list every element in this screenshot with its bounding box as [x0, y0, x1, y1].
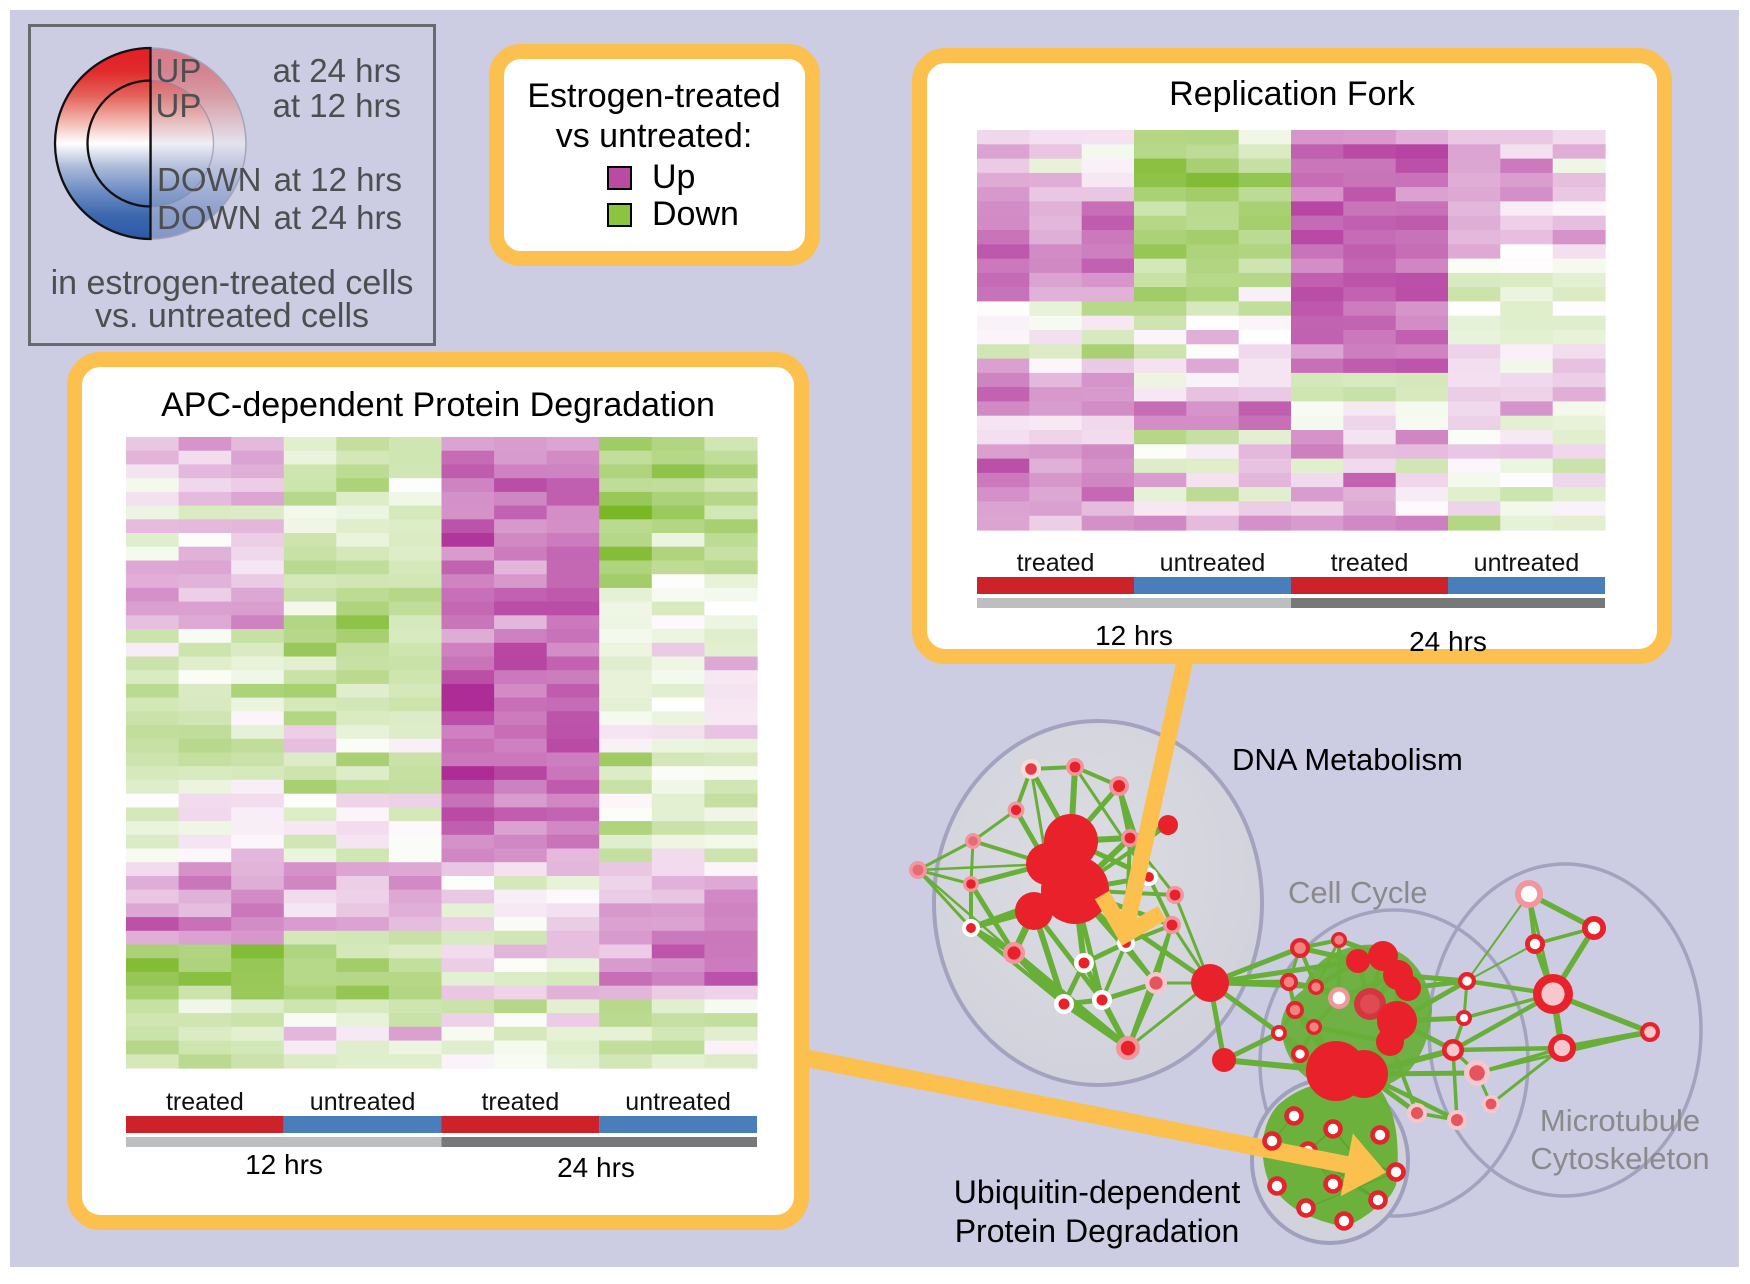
- svg-text:Protein Degradation: Protein Degradation: [955, 1213, 1240, 1249]
- svg-text:untreated: untreated: [1160, 549, 1266, 577]
- svg-text:24 hrs: 24 hrs: [1409, 626, 1487, 657]
- svg-text:UP: UP: [156, 52, 202, 89]
- svg-text:Estrogen-treated: Estrogen-treated: [527, 77, 780, 115]
- svg-text:untreated: untreated: [625, 1088, 731, 1116]
- svg-text:at 24 hrs: at 24 hrs: [273, 52, 401, 89]
- svg-text:24 hrs: 24 hrs: [557, 1152, 635, 1183]
- svg-text:at 12 hrs: at 12 hrs: [273, 87, 401, 124]
- svg-text:Cell Cycle: Cell Cycle: [1288, 875, 1428, 910]
- svg-text:untreated: untreated: [1474, 549, 1580, 577]
- svg-text:vs untreated:: vs untreated:: [556, 117, 753, 155]
- svg-text:treated: treated: [166, 1088, 244, 1116]
- svg-text:DOWN: DOWN: [157, 199, 261, 236]
- svg-text:treated: treated: [481, 1088, 559, 1116]
- svg-text:Up: Up: [652, 158, 695, 196]
- svg-text:DOWN: DOWN: [157, 161, 261, 198]
- svg-text:Down: Down: [652, 195, 739, 233]
- svg-text:Ubiquitin-dependent: Ubiquitin-dependent: [954, 1174, 1241, 1210]
- svg-text:Cytoskeleton: Cytoskeleton: [1530, 1141, 1709, 1176]
- svg-text:treated: treated: [1331, 549, 1409, 577]
- svg-text:UP: UP: [156, 87, 202, 124]
- svg-text:12 hrs: 12 hrs: [1095, 620, 1173, 651]
- svg-text:at 12 hrs: at 12 hrs: [274, 161, 402, 198]
- svg-text:DNA Metabolism: DNA Metabolism: [1232, 742, 1463, 777]
- svg-text:treated: treated: [1017, 549, 1095, 577]
- svg-text:untreated: untreated: [310, 1088, 416, 1116]
- svg-text:at 24 hrs: at 24 hrs: [274, 199, 402, 236]
- svg-text:in estrogen-treated cells: in estrogen-treated cells: [51, 264, 414, 302]
- svg-text:APC-dependent Protein Degradat: APC-dependent Protein Degradation: [161, 386, 715, 424]
- svg-text:Replication Fork: Replication Fork: [1169, 75, 1416, 113]
- svg-text:12 hrs: 12 hrs: [245, 1149, 323, 1180]
- svg-text:vs. untreated cells: vs. untreated cells: [95, 297, 369, 335]
- svg-text:Microtubule: Microtubule: [1540, 1103, 1700, 1138]
